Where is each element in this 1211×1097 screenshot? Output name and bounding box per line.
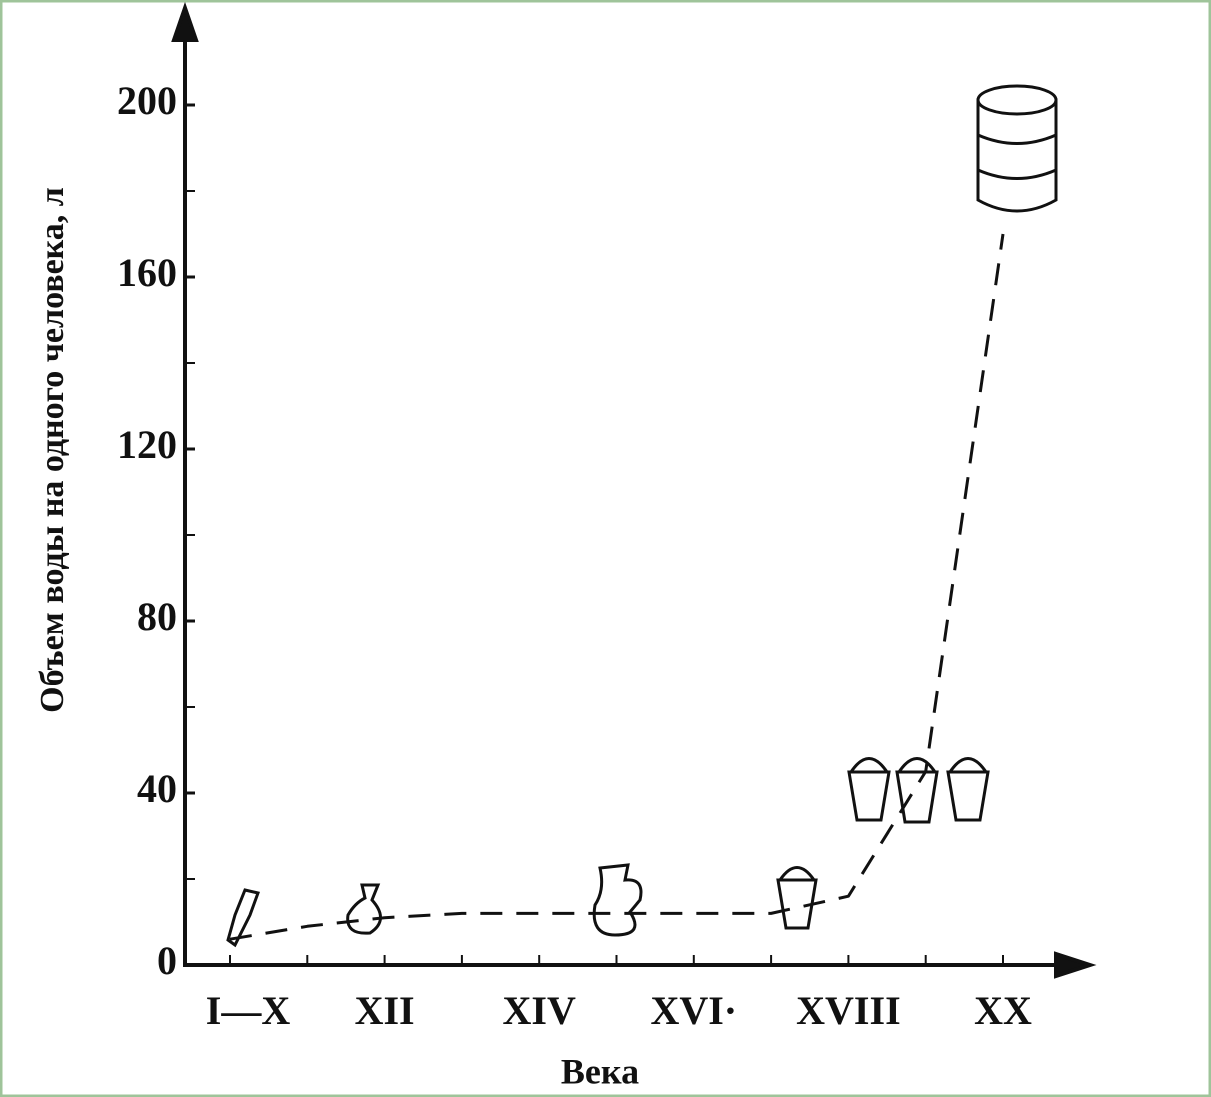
- axes: [171, 1, 1097, 979]
- y-axis-label: Объем воды на одного человека, л: [34, 187, 71, 713]
- y-tick-label: 80: [137, 594, 177, 639]
- bottle-icon: [226, 888, 260, 948]
- x-tick-label: I—X: [206, 988, 291, 1033]
- x-tick-label: XIV: [503, 988, 576, 1033]
- y-tick-label: 120: [117, 422, 177, 467]
- x-tick-label: XVIII: [796, 988, 900, 1033]
- y-tick-label: 200: [117, 78, 177, 123]
- x-axis-label: Века: [561, 1051, 639, 1091]
- x-tick-label: XVI·: [650, 988, 737, 1033]
- icons: [226, 84, 1058, 948]
- jug-icon: [592, 863, 643, 937]
- bucket-icon: [776, 866, 818, 930]
- y-tick-label: 0: [157, 938, 177, 983]
- x-tick-label: XX: [974, 988, 1032, 1033]
- x-tick-label: XII: [355, 988, 415, 1033]
- barrel-icon: [976, 84, 1058, 213]
- y-tick-label: 160: [117, 250, 177, 295]
- y-tick-label: 40: [137, 766, 177, 811]
- buckets-icon: [847, 757, 990, 824]
